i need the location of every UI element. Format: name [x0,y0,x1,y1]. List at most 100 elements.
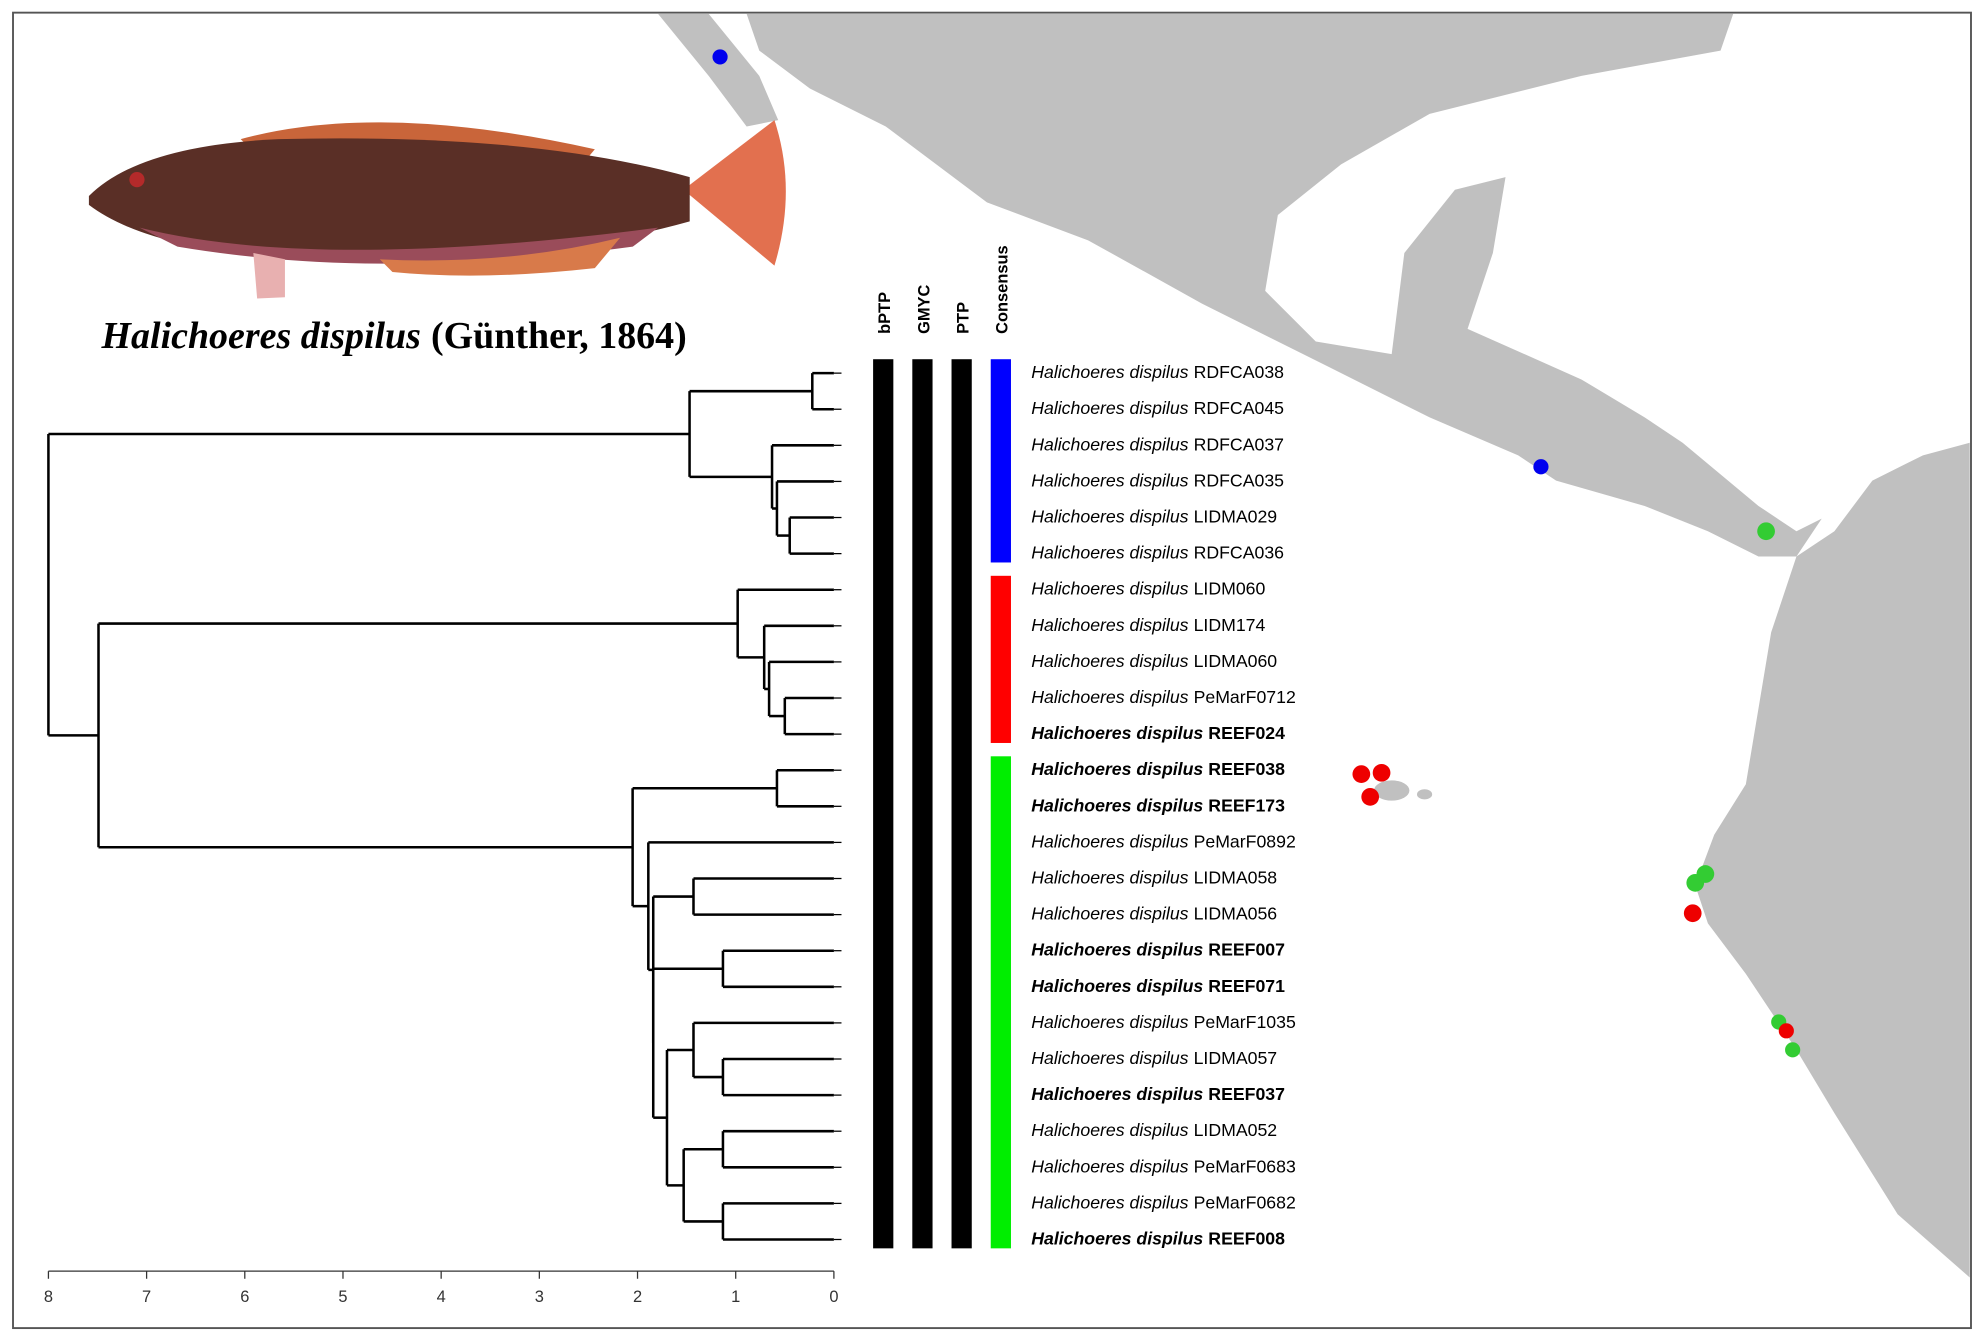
column-label: GMYC [915,284,933,333]
leaf-id: RDFCA045 [1194,398,1285,418]
leaf-id: PeMarF0712 [1194,687,1296,707]
leaf-label: Halichoeres dispilus RDFCA037 [1031,434,1284,454]
leaf-species: Halichoeres dispilus [1031,398,1188,418]
fish-eye [129,172,145,188]
phylogeny [47,371,842,1241]
leaf-id: RDFCA038 [1194,362,1285,382]
leaf-id: LIDMA057 [1194,1048,1278,1068]
delimitation-bar [873,359,894,1249]
leaf-species: Halichoeres dispilus [1031,614,1188,634]
leaf-label: Halichoeres dispilus REEF038 [1031,759,1285,779]
leaf-id: PeMarF0683 [1194,1156,1296,1176]
leaf-label: Halichoeres dispilus PeMarF0682 [1031,1192,1296,1212]
column-label: bPTP [876,292,894,334]
leaf-id: LIDMA029 [1194,506,1278,526]
leaf-species: Halichoeres dispilus [1031,831,1188,851]
leaf-id: LIDMA052 [1194,1120,1278,1140]
galapagos [1416,789,1433,800]
leaf-label: Halichoeres dispilus REEF024 [1031,723,1285,743]
x-tick-label: 4 [437,1288,446,1306]
leaf-label: Halichoeres dispilus PeMarF0683 [1031,1156,1296,1176]
x-tick-label: 1 [731,1288,740,1306]
leaf-species: Halichoeres dispilus [1031,362,1188,382]
leaf-id: PeMarF0892 [1194,831,1296,851]
leaf-id: LIDMA056 [1194,903,1278,923]
x-tick-label: 8 [44,1288,53,1306]
leaf-id: REEF173 [1208,795,1285,815]
site-green [1757,522,1775,541]
leaf-species: Halichoeres dispilus [1031,795,1203,815]
leaf-label: Halichoeres dispilus LIDMA058 [1031,867,1277,887]
leaf-id: REEF007 [1208,939,1285,959]
leaf-species: Halichoeres dispilus [1031,687,1188,707]
site-blue [712,49,728,65]
map [658,13,1970,1278]
delimitation-bar [990,756,1011,1249]
delimitation-bar [951,359,972,1249]
x-tick-label: 3 [535,1288,544,1306]
leaf-species: Halichoeres dispilus [1031,723,1203,743]
leaf-id: LIDMA060 [1194,651,1278,671]
leaf-species: Halichoeres dispilus [1031,903,1188,923]
leaf-species: Halichoeres dispilus [1031,939,1203,959]
delimitation-bar [990,575,1011,743]
fish-body [88,138,690,261]
column-label: Consensus [994,245,1012,334]
leaf-label: Halichoeres dispilus REEF071 [1031,975,1285,995]
leaf-species: Halichoeres dispilus [1031,1012,1188,1032]
site-green [1785,1042,1801,1058]
leaf-id: REEF024 [1208,723,1285,743]
x-tick-label: 0 [829,1288,838,1306]
leaf-id: LIDMA058 [1194,867,1278,887]
leaf-label: Halichoeres dispilus LIDMA029 [1031,506,1277,526]
leaf-id: REEF071 [1208,975,1285,995]
leaf-label: Halichoeres dispilus PeMarF0712 [1031,687,1296,707]
leaf-species: Halichoeres dispilus [1031,434,1188,454]
galapagos [1373,780,1410,801]
leaf-label: Halichoeres dispilus LIDMA052 [1031,1120,1277,1140]
leaf-id: PeMarF0682 [1194,1192,1296,1212]
leaf-label: Halichoeres dispilus REEF008 [1031,1228,1285,1248]
x-tick-label: 6 [240,1288,249,1306]
leaf-label: Halichoeres dispilus RDFCA035 [1031,470,1284,490]
leaf-label: Halichoeres dispilus RDFCA038 [1031,362,1284,382]
leaf-species: Halichoeres dispilus [1031,1120,1188,1140]
leaf-species: Halichoeres dispilus [1031,1156,1188,1176]
caption: Halichoeres dispilus (Günther, 1864) [101,315,687,357]
site-red [1372,763,1391,782]
x-tick-label: 7 [142,1288,151,1306]
caption-authority: (Günther, 1864) [431,315,687,357]
fish-pelvic-fin [253,252,285,299]
leaf-label: Halichoeres dispilus REEF173 [1031,795,1285,815]
leaf-label: Halichoeres dispilus LIDMA057 [1031,1048,1277,1068]
leaf-species: Halichoeres dispilus [1031,578,1188,598]
leaf-label: Halichoeres dispilus LIDM060 [1031,578,1265,598]
x-tick-label: 5 [338,1288,347,1306]
leaf-id: REEF008 [1208,1228,1285,1248]
x-tick-label: 2 [633,1288,642,1306]
caption-species: Halichoeres dispilus [101,315,421,357]
leaf-id: RDFCA035 [1194,470,1285,490]
leaf-id: LIDM174 [1194,614,1266,634]
leaf-label: Halichoeres dispilus LIDM174 [1031,614,1265,634]
site-red [1361,787,1380,806]
leaf-species: Halichoeres dispilus [1031,542,1188,562]
leaf-id: REEF038 [1208,759,1285,779]
baja-california [658,13,779,127]
leaf-species: Halichoeres dispilus [1031,867,1188,887]
site-green [1696,865,1715,883]
leaf-label: Halichoeres dispilus RDFCA045 [1031,398,1284,418]
leaf-species: Halichoeres dispilus [1031,1048,1188,1068]
site-red [1352,765,1371,783]
sample-sites [712,49,1801,1058]
delimitation-bar [990,359,1011,563]
leaf-species: Halichoeres dispilus [1031,975,1203,995]
fish-anal-fin [379,237,621,276]
delimitation-bar [912,359,933,1249]
leaf-label: Halichoeres dispilus LIDMA060 [1031,651,1277,671]
leaf-species: Halichoeres dispilus [1031,470,1188,490]
leaf-id: LIDM060 [1194,578,1266,598]
leaf-label: Halichoeres dispilus LIDMA056 [1031,903,1277,923]
